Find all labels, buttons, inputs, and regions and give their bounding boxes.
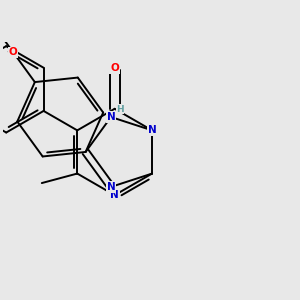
Text: H: H: [116, 105, 124, 114]
Text: N: N: [106, 182, 116, 192]
Text: N: N: [148, 125, 156, 135]
Text: N: N: [106, 112, 116, 122]
Text: O: O: [110, 63, 119, 73]
Text: O: O: [9, 47, 18, 57]
Text: N: N: [110, 190, 119, 200]
